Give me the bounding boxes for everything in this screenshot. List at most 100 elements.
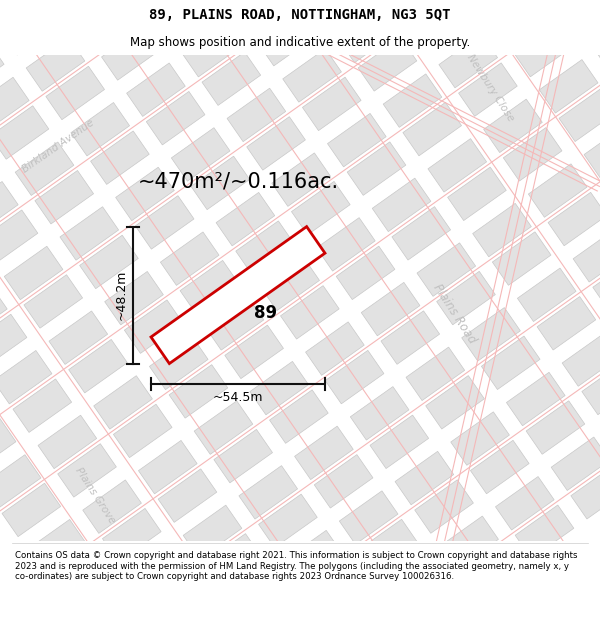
- Polygon shape: [194, 401, 253, 454]
- Polygon shape: [415, 480, 473, 533]
- Polygon shape: [169, 364, 228, 418]
- Text: Map shows position and indicative extent of the property.: Map shows position and indicative extent…: [130, 36, 470, 49]
- Text: ~54.5m: ~54.5m: [213, 391, 263, 404]
- Polygon shape: [448, 167, 506, 221]
- Polygon shape: [149, 336, 208, 389]
- Polygon shape: [481, 336, 540, 389]
- Text: ~48.2m: ~48.2m: [115, 270, 128, 320]
- Text: Newbury Close: Newbury Close: [464, 52, 515, 122]
- Polygon shape: [160, 232, 219, 286]
- Polygon shape: [406, 347, 464, 401]
- Polygon shape: [439, 34, 497, 88]
- Polygon shape: [172, 127, 230, 181]
- Polygon shape: [548, 192, 600, 246]
- Polygon shape: [493, 232, 551, 285]
- Polygon shape: [68, 339, 127, 393]
- Polygon shape: [239, 466, 298, 519]
- Polygon shape: [27, 519, 86, 573]
- Text: ~470m²/~0.116ac.: ~470m²/~0.116ac.: [138, 172, 339, 192]
- Polygon shape: [325, 351, 384, 404]
- Polygon shape: [15, 142, 74, 196]
- Polygon shape: [305, 322, 364, 376]
- Polygon shape: [372, 178, 431, 232]
- Polygon shape: [517, 268, 576, 321]
- Polygon shape: [340, 491, 398, 544]
- Polygon shape: [158, 469, 217, 522]
- Polygon shape: [205, 297, 264, 350]
- Polygon shape: [395, 451, 454, 505]
- Polygon shape: [470, 440, 529, 494]
- Polygon shape: [101, 27, 160, 80]
- Polygon shape: [216, 192, 275, 246]
- Polygon shape: [58, 444, 116, 497]
- Polygon shape: [60, 207, 119, 260]
- Polygon shape: [35, 171, 94, 224]
- Polygon shape: [302, 77, 361, 131]
- Polygon shape: [214, 429, 272, 483]
- Polygon shape: [384, 556, 443, 609]
- Polygon shape: [47, 548, 106, 601]
- Polygon shape: [180, 261, 239, 314]
- Polygon shape: [428, 139, 487, 192]
- Polygon shape: [573, 229, 600, 282]
- Polygon shape: [494, 0, 553, 48]
- Polygon shape: [515, 505, 574, 559]
- Polygon shape: [46, 66, 104, 120]
- Polygon shape: [584, 124, 600, 177]
- Polygon shape: [595, 20, 600, 74]
- Polygon shape: [238, 0, 296, 38]
- Polygon shape: [1, 1, 60, 55]
- Polygon shape: [506, 372, 565, 426]
- Polygon shape: [414, 0, 473, 52]
- Polygon shape: [151, 227, 325, 364]
- Polygon shape: [381, 311, 440, 364]
- Text: 89, PLAINS ROAD, NOTTINGHAM, NG3 5QT: 89, PLAINS ROAD, NOTTINGHAM, NG3 5QT: [149, 8, 451, 22]
- Polygon shape: [91, 131, 149, 184]
- Polygon shape: [350, 387, 409, 440]
- Polygon shape: [551, 437, 600, 491]
- Polygon shape: [281, 286, 339, 339]
- Polygon shape: [283, 49, 341, 102]
- Polygon shape: [2, 483, 61, 537]
- Polygon shape: [451, 412, 509, 465]
- Polygon shape: [359, 519, 418, 572]
- Polygon shape: [460, 544, 518, 598]
- Polygon shape: [562, 332, 600, 386]
- Polygon shape: [593, 257, 600, 311]
- Polygon shape: [317, 217, 375, 271]
- Polygon shape: [559, 88, 600, 141]
- Polygon shape: [38, 415, 97, 469]
- Polygon shape: [529, 164, 587, 217]
- Text: Plains Road: Plains Road: [431, 281, 479, 346]
- Polygon shape: [103, 508, 161, 562]
- Polygon shape: [250, 361, 308, 415]
- Polygon shape: [247, 117, 305, 170]
- Polygon shape: [0, 419, 16, 472]
- Polygon shape: [403, 102, 461, 156]
- Polygon shape: [261, 257, 319, 311]
- Polygon shape: [0, 181, 18, 235]
- Polygon shape: [370, 415, 428, 469]
- Polygon shape: [292, 181, 350, 235]
- Polygon shape: [0, 286, 7, 339]
- Polygon shape: [295, 426, 353, 479]
- Polygon shape: [191, 156, 250, 209]
- Polygon shape: [392, 207, 451, 260]
- Polygon shape: [347, 142, 406, 196]
- Polygon shape: [473, 203, 532, 257]
- Polygon shape: [80, 235, 138, 289]
- Polygon shape: [116, 168, 175, 221]
- Polygon shape: [0, 314, 27, 368]
- Polygon shape: [269, 390, 328, 443]
- Polygon shape: [26, 38, 85, 91]
- Polygon shape: [417, 243, 476, 296]
- Polygon shape: [484, 99, 542, 152]
- Text: Plains Grove: Plains Grove: [73, 466, 117, 526]
- Polygon shape: [104, 271, 163, 325]
- Text: Birkland Avenue: Birkland Avenue: [20, 118, 96, 175]
- Polygon shape: [127, 544, 186, 598]
- Polygon shape: [440, 516, 499, 569]
- Polygon shape: [136, 196, 194, 249]
- Polygon shape: [526, 401, 585, 454]
- Polygon shape: [304, 559, 362, 612]
